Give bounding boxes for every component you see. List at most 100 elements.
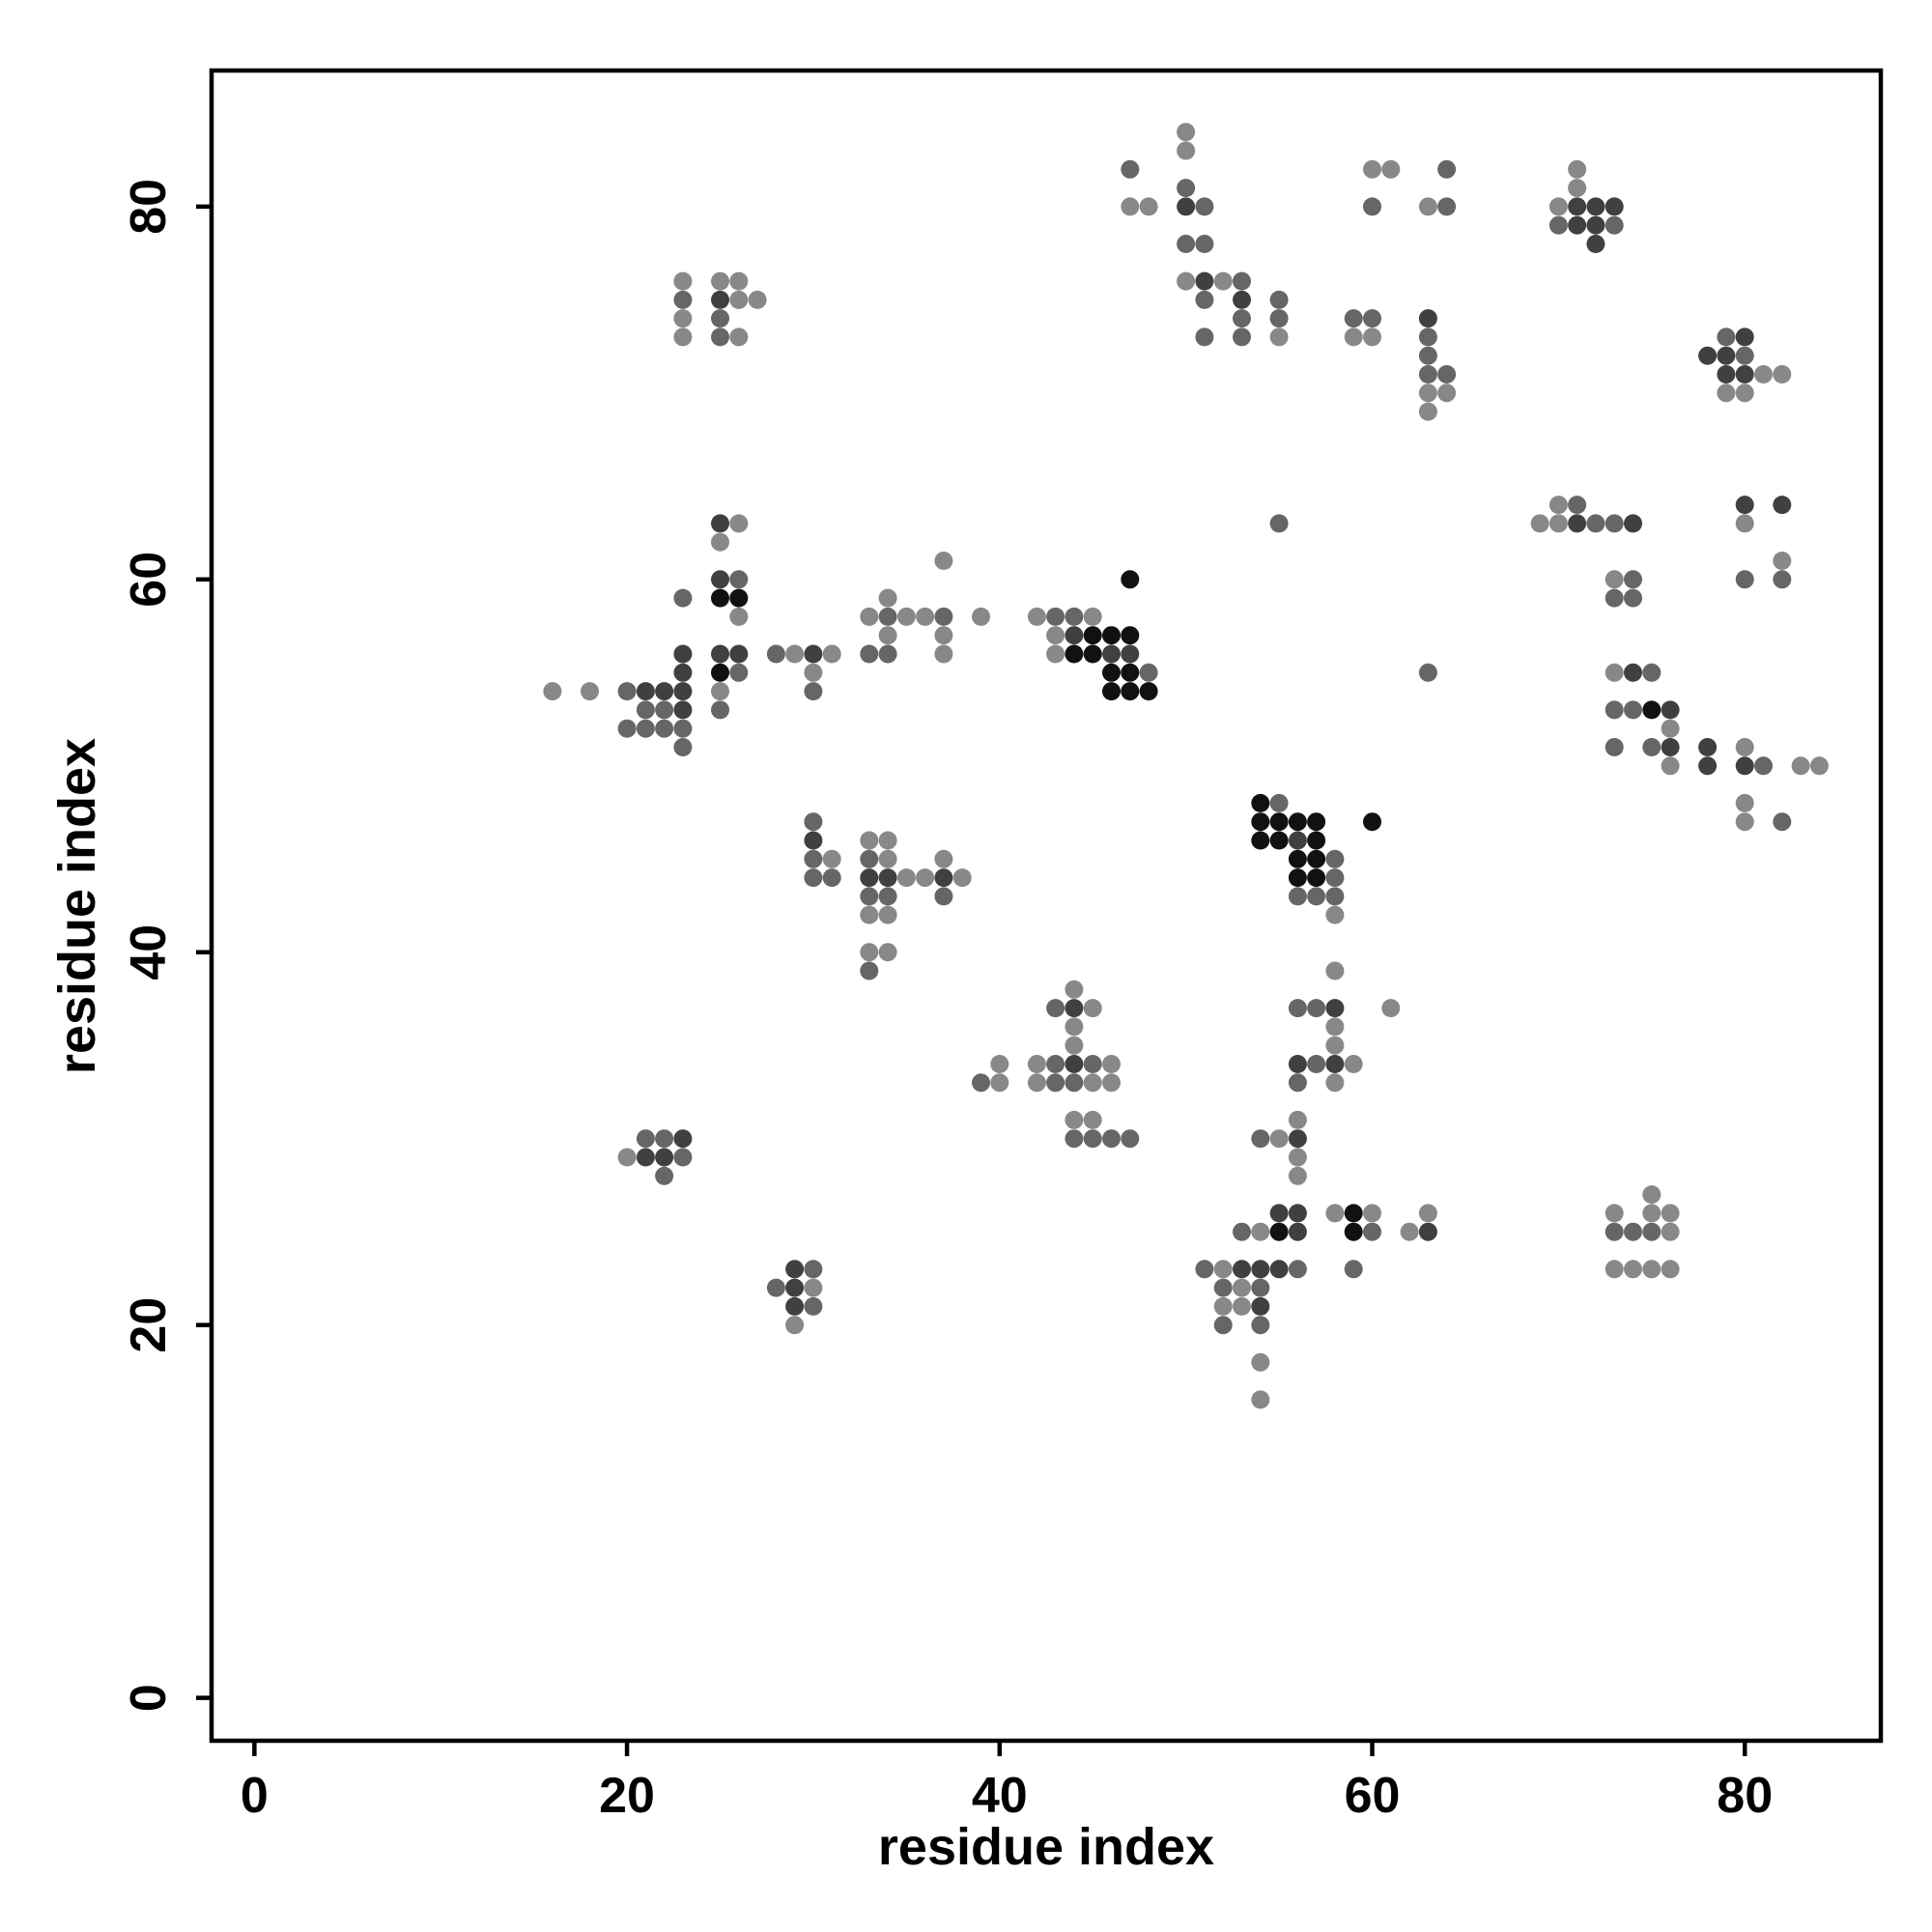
contact-point [822, 849, 841, 868]
contact-point [1288, 887, 1307, 906]
contact-point [1605, 570, 1624, 589]
contact-point [1437, 197, 1457, 216]
x-tick-label: 40 [972, 1768, 1028, 1824]
contact-point [1418, 327, 1437, 347]
contact-point [1121, 663, 1140, 682]
contact-point [1102, 1129, 1121, 1149]
contact-point [673, 719, 693, 738]
contact-point [1605, 197, 1624, 216]
contact-point [1083, 1110, 1102, 1129]
y-tick-label: 60 [121, 552, 177, 608]
contact-point [1121, 197, 1140, 216]
contact-point [729, 327, 749, 347]
contact-point [1046, 1073, 1065, 1093]
contact-point [1661, 719, 1680, 738]
contact-point [878, 887, 897, 906]
contact-point [1418, 1222, 1437, 1241]
contact-point [1139, 197, 1158, 216]
contact-point [1288, 868, 1307, 888]
contact-point [1213, 1296, 1233, 1316]
contact-point [1363, 309, 1381, 328]
contact-point [1418, 346, 1437, 365]
contact-point [1698, 738, 1718, 756]
contact-point [1642, 738, 1662, 756]
contact-point [1773, 552, 1792, 570]
contact-point [1102, 1055, 1121, 1073]
contact-point [1288, 812, 1307, 832]
contact-point [896, 607, 916, 626]
contact-point [1698, 346, 1718, 365]
contact-point [1773, 812, 1792, 832]
contact-point [1344, 1222, 1363, 1241]
contact-point [1605, 700, 1624, 720]
contact-point [1083, 999, 1102, 1018]
contact-point [896, 868, 916, 888]
contact-point [1325, 887, 1345, 906]
contact-point [1046, 1055, 1065, 1073]
contact-point [1027, 1055, 1046, 1073]
contact-point [1177, 235, 1196, 253]
contact-point [1809, 756, 1829, 776]
contact-point [1233, 1296, 1251, 1316]
contact-point [804, 644, 823, 664]
contact-point [1213, 1278, 1233, 1297]
contact-point [729, 570, 749, 589]
contact-point [1121, 570, 1140, 589]
contact-point [1624, 1222, 1642, 1241]
contact-point [1065, 1073, 1084, 1093]
contact-point [655, 700, 674, 720]
contact-point [1735, 514, 1754, 533]
points-layer [543, 123, 1829, 1409]
contact-point [1065, 1036, 1084, 1055]
contact-point [1083, 1073, 1102, 1093]
contact-point [1754, 365, 1773, 384]
contact-point [1251, 1129, 1270, 1149]
contact-point [581, 682, 599, 701]
contact-point [1307, 831, 1326, 850]
contact-point [1735, 346, 1754, 365]
contact-point [1568, 159, 1587, 179]
contact-point [1065, 980, 1084, 999]
contact-point [860, 849, 879, 868]
y-axis: 0 20 40 60 80 [121, 179, 212, 1712]
contact-point [729, 271, 749, 291]
contact-point [804, 682, 823, 701]
contact-point [1418, 365, 1437, 384]
contact-point [673, 682, 693, 701]
contact-point [1605, 1222, 1624, 1241]
contact-point [1325, 1204, 1345, 1223]
contact-point [673, 290, 693, 309]
contact-point [1065, 1055, 1084, 1073]
contact-point [1661, 700, 1680, 720]
contact-point [1195, 290, 1214, 309]
contact-point [1344, 1055, 1363, 1073]
contact-point [1773, 365, 1792, 384]
contact-point [729, 607, 749, 626]
contact-point [1102, 644, 1121, 664]
y-tick-label: 40 [121, 924, 177, 980]
contact-point [860, 831, 879, 850]
contact-point [1381, 999, 1401, 1018]
contact-point [711, 271, 729, 291]
contact-point [1083, 1055, 1102, 1073]
contact-point [1213, 1260, 1233, 1279]
contact-point [785, 1278, 805, 1297]
contact-point [785, 644, 805, 664]
contact-point [934, 644, 953, 664]
contact-point [1251, 812, 1270, 832]
contact-point [1735, 793, 1754, 812]
contact-point [1139, 682, 1158, 701]
y-axis-title: residue index [48, 738, 106, 1074]
y-tick-label: 20 [121, 1297, 177, 1353]
contact-point [1344, 1260, 1363, 1279]
contact-point [878, 626, 897, 645]
contact-point [1661, 738, 1680, 756]
contact-point [1027, 1073, 1046, 1093]
contact-point [934, 626, 953, 645]
contact-point [1344, 1204, 1363, 1223]
contact-point [1735, 570, 1754, 589]
contact-point [1325, 961, 1345, 980]
contact-point [822, 644, 841, 664]
contact-point [1363, 1222, 1381, 1241]
contact-point [1307, 849, 1326, 868]
